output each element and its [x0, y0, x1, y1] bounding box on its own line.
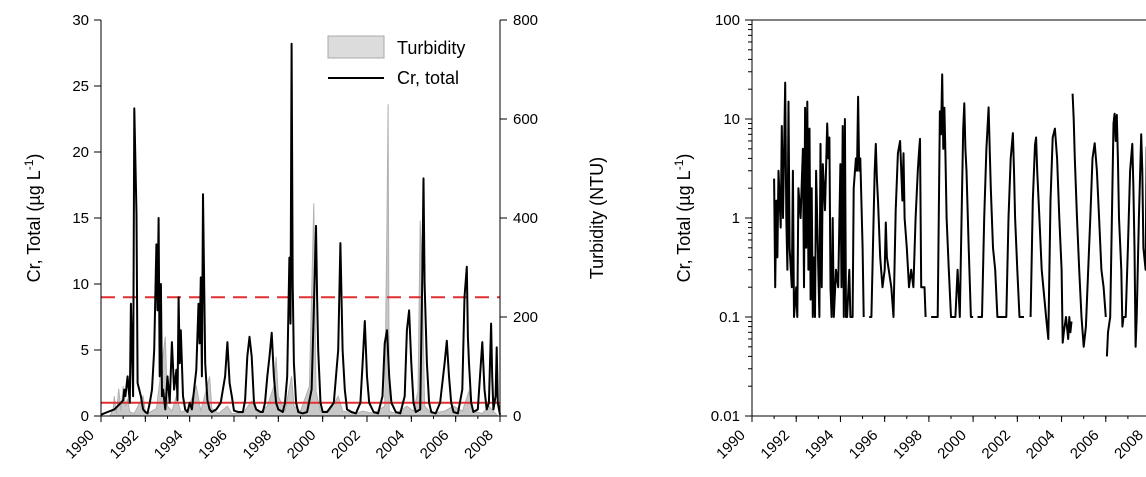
left-y-tick-label-5: 5 — [81, 342, 89, 359]
log-x-tick-label-1996: 1996 — [846, 427, 882, 463]
log-y-tick-label-0.1: 0.1 — [719, 309, 740, 326]
log-y-tick-label-0.01: 0.01 — [711, 408, 740, 425]
right-y-tick-label-0: 0 — [513, 408, 521, 425]
cr-total-log-segment-3 — [977, 106, 1024, 318]
left-x-tick-label-1994: 1994 — [151, 427, 187, 463]
legend-label-cr-total: Cr, total — [397, 68, 459, 88]
right-y-tick-label-400: 400 — [513, 210, 538, 227]
cr-total-line-series — [100, 42, 501, 416]
cr-total-log-segment-1 — [869, 137, 927, 318]
left-x-tick-label-2002: 2002 — [328, 427, 364, 463]
cr-total-log-segment-6 — [1105, 112, 1146, 357]
left-x-tick-label-1992: 1992 — [107, 427, 143, 463]
log-x-tick-label-1998: 1998 — [890, 427, 926, 463]
left-y-axis-label: Cr, Total (µg L-1) — [22, 154, 44, 283]
log-x-tick-label-2004: 2004 — [1023, 427, 1059, 463]
cr-total-log-segment-4 — [1029, 127, 1073, 344]
left-y-tick-label-25: 25 — [72, 78, 89, 95]
turbidity-area-series — [109, 104, 499, 417]
left-x-tick-label-2006: 2006 — [417, 427, 453, 463]
log-x-tick-label-1990: 1990 — [713, 427, 749, 463]
log-y-tick-label-10: 10 — [723, 111, 740, 128]
left-x-tick-label-2004: 2004 — [373, 427, 409, 463]
legend-swatch-turbidity — [327, 35, 385, 59]
left-y-tick-label-20: 20 — [72, 144, 89, 161]
log-x-tick-label-2002: 2002 — [979, 427, 1015, 463]
left-x-tick-label-1998: 1998 — [240, 427, 276, 463]
log-y-tick-label-100: 100 — [715, 12, 740, 29]
right-y-tick-label-600: 600 — [513, 111, 538, 128]
left-y-tick-label-10: 10 — [72, 276, 89, 293]
log-x-tick-label-2000: 2000 — [934, 427, 970, 463]
left-x-tick-label-2008: 2008 — [461, 427, 497, 463]
log-x-tick-label-2006: 2006 — [1067, 427, 1103, 463]
left-y-tick-label-0: 0 — [81, 408, 89, 425]
left-y-tick-label-15: 15 — [72, 210, 89, 227]
left-x-tick-label-1996: 1996 — [195, 427, 231, 463]
right-y-tick-label-800: 800 — [513, 12, 538, 29]
log-x-tick-label-1992: 1992 — [757, 427, 793, 463]
left-x-tick-label-1990: 1990 — [62, 427, 98, 463]
cr-total-log-line-series — [773, 73, 1146, 357]
cr-total-log-segment-0 — [773, 81, 865, 318]
log-x-tick-label-2008: 2008 — [1111, 427, 1146, 463]
legend-label-turbidity: Turbidity — [397, 38, 465, 58]
log-y-tick-label-1: 1 — [732, 210, 740, 227]
legend: Turbidity Cr, total — [327, 35, 465, 88]
log-x-tick-label-1994: 1994 — [802, 427, 838, 463]
cr-total-log-segment-5 — [1071, 93, 1107, 348]
right-y-tick-label-200: 200 — [513, 309, 538, 326]
log-y-axis-label: Cr, Total (µg L-1) — [672, 154, 694, 283]
left-y-tick-label-30: 30 — [72, 12, 89, 29]
right-y-axis-label: Turbidity (NTU) — [587, 157, 607, 279]
left-x-tick-label-2000: 2000 — [284, 427, 320, 463]
cr-total-log-segment-2 — [931, 73, 974, 318]
